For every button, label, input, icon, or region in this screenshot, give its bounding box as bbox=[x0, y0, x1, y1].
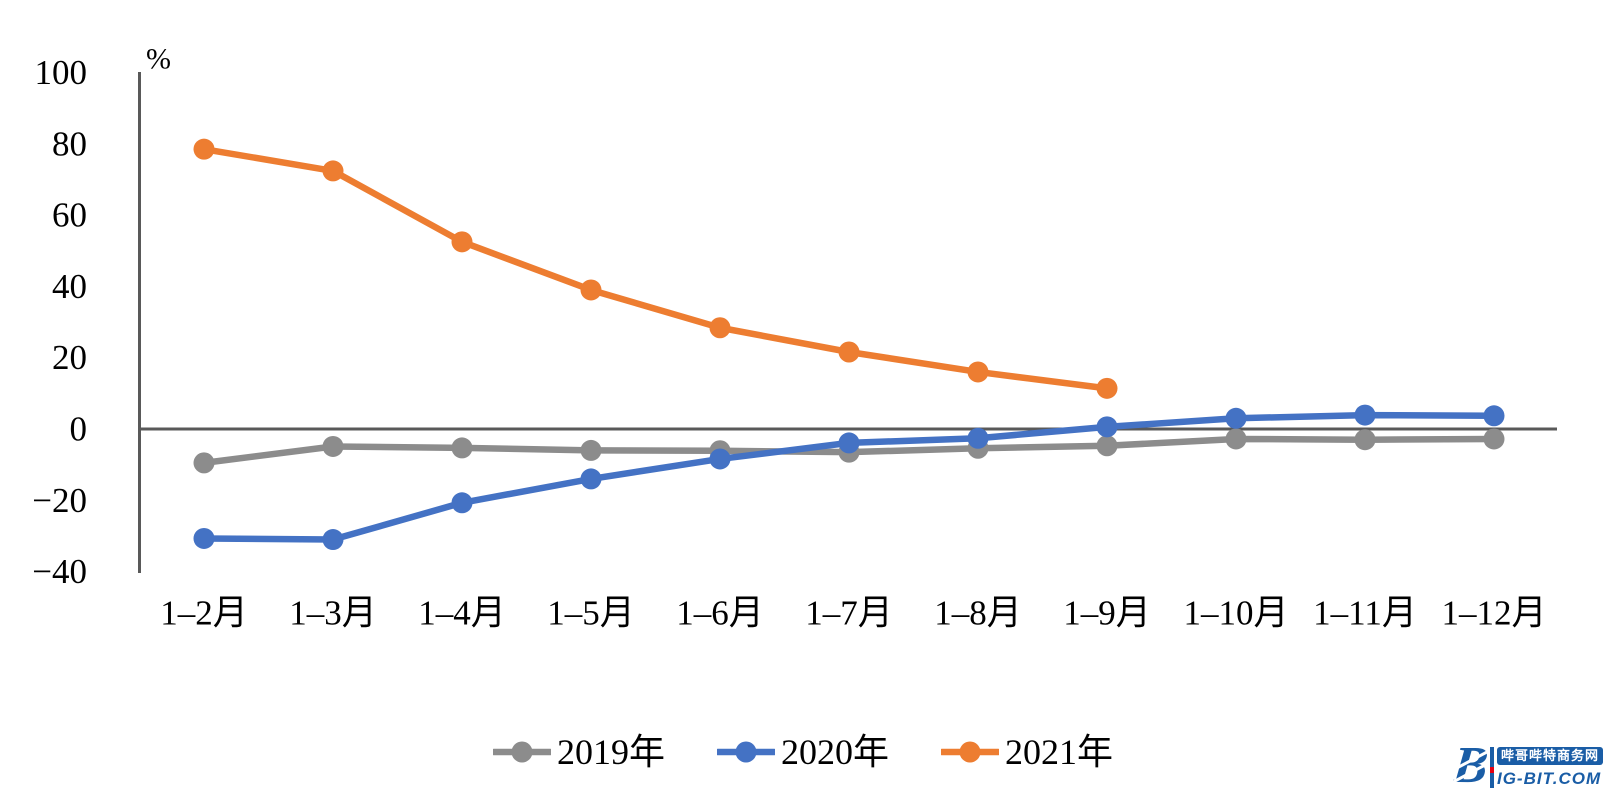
y-tick-label: 100 bbox=[35, 53, 88, 92]
y-tick-label: 60 bbox=[52, 196, 87, 235]
data-point-2019年-1–2月 bbox=[193, 452, 215, 474]
x-tick-label: 1–8月 bbox=[934, 594, 1022, 633]
data-point-2021年-1–9月 bbox=[1096, 377, 1118, 399]
data-point-2020年-1–2月 bbox=[193, 527, 215, 549]
y-tick-label: 20 bbox=[52, 338, 87, 377]
x-tick-label: 1–9月 bbox=[1063, 594, 1151, 633]
legend-marker-dot bbox=[511, 741, 533, 763]
x-tick-label: 1–10月 bbox=[1183, 594, 1288, 633]
data-point-2020年-1–3月 bbox=[322, 529, 344, 551]
bar-segment-blue bbox=[1489, 747, 1494, 767]
chart-legend: 2019年 2020年 2021年 bbox=[0, 730, 1606, 774]
data-point-2019年-1–4月 bbox=[451, 437, 473, 459]
data-point-2021年-1–3月 bbox=[322, 160, 344, 182]
y-axis-unit-label: % bbox=[146, 43, 171, 76]
bigbit-logo-chinese-name: 哔哥哔特商务网 bbox=[1496, 747, 1603, 765]
data-point-2020年-1–8月 bbox=[967, 427, 989, 449]
bigbit-logo-divider-bar bbox=[1489, 747, 1494, 788]
data-point-2019年-1–12月 bbox=[1483, 428, 1505, 450]
y-tick-label: −40 bbox=[32, 552, 87, 591]
x-tick-label: 1–3月 bbox=[289, 594, 377, 633]
legend-item-2021年: 2021年 bbox=[941, 734, 1113, 770]
data-point-2021年-1–2月 bbox=[193, 138, 215, 160]
y-tick-label: 40 bbox=[52, 267, 87, 306]
series-2020年 bbox=[193, 404, 1505, 551]
y-tick-label: 80 bbox=[52, 124, 87, 163]
data-point-2019年-1–5月 bbox=[580, 439, 602, 461]
data-point-2020年-1–5月 bbox=[580, 468, 602, 490]
legend-label: 2019年 bbox=[556, 732, 665, 772]
data-point-2019年-1–11月 bbox=[1354, 429, 1376, 451]
data-point-2020年-1–6月 bbox=[709, 448, 731, 470]
data-point-2021年-1–4月 bbox=[451, 231, 473, 253]
legend-label: 2021年 bbox=[1005, 732, 1114, 772]
x-tick-label: 1–11月 bbox=[1313, 594, 1417, 633]
bigbit-logo-text: 哔哥哔特商务网 IG-BIT.COM bbox=[1496, 746, 1603, 789]
legend-marker-dot bbox=[735, 741, 757, 763]
data-point-2020年-1–10月 bbox=[1225, 407, 1247, 429]
data-point-2021年-1–6月 bbox=[709, 317, 731, 339]
data-point-2021年-1–5月 bbox=[580, 279, 602, 301]
x-tick-label: 1–5月 bbox=[547, 594, 635, 633]
bigbit-logo-b-glyph: B bbox=[1452, 746, 1489, 789]
bar-segment-red bbox=[1489, 766, 1494, 774]
data-point-2020年-1–9月 bbox=[1096, 416, 1118, 438]
series-2021年 bbox=[193, 138, 1118, 399]
y-tick-label: 0 bbox=[70, 410, 88, 449]
y-tick-label: −20 bbox=[32, 481, 87, 520]
x-tick-label: 1–2月 bbox=[160, 594, 248, 633]
data-point-2020年-1–7月 bbox=[838, 432, 860, 454]
x-tick-label: 1–4月 bbox=[418, 594, 506, 633]
data-point-2021年-1–8月 bbox=[967, 361, 989, 383]
data-point-2019年-1–9月 bbox=[1096, 435, 1118, 457]
series-line-2021年 bbox=[200, 145, 1111, 392]
data-point-2021年-1–7月 bbox=[838, 341, 860, 363]
data-point-2019年-1–3月 bbox=[322, 435, 344, 457]
legend-marker-icon bbox=[941, 741, 999, 763]
legend-item-2020年: 2020年 bbox=[716, 732, 889, 772]
legend-item-2019年: 2019年 bbox=[492, 732, 665, 772]
data-point-2019年-1–10月 bbox=[1225, 428, 1247, 450]
legend-label: 2020年 bbox=[780, 732, 889, 772]
x-tick-label: 1–12月 bbox=[1441, 594, 1546, 633]
x-tick-label: 1–7月 bbox=[805, 594, 893, 633]
legend-marker-icon bbox=[716, 741, 775, 763]
x-tick-label: 1–6月 bbox=[676, 594, 764, 633]
legend-marker-icon bbox=[492, 741, 551, 763]
legend-marker-dot bbox=[959, 741, 981, 763]
bar-segment-blue bbox=[1489, 773, 1494, 788]
bigbit-logo-domain: IG-BIT.COM bbox=[1496, 769, 1602, 788]
bigbit-watermark: B 哔哥哔特商务网 IG-BIT.COM bbox=[1452, 746, 1603, 789]
data-point-2020年-1–4月 bbox=[451, 492, 473, 514]
data-point-2020年-1–11月 bbox=[1354, 404, 1376, 426]
data-point-2020年-1–12月 bbox=[1483, 405, 1505, 427]
